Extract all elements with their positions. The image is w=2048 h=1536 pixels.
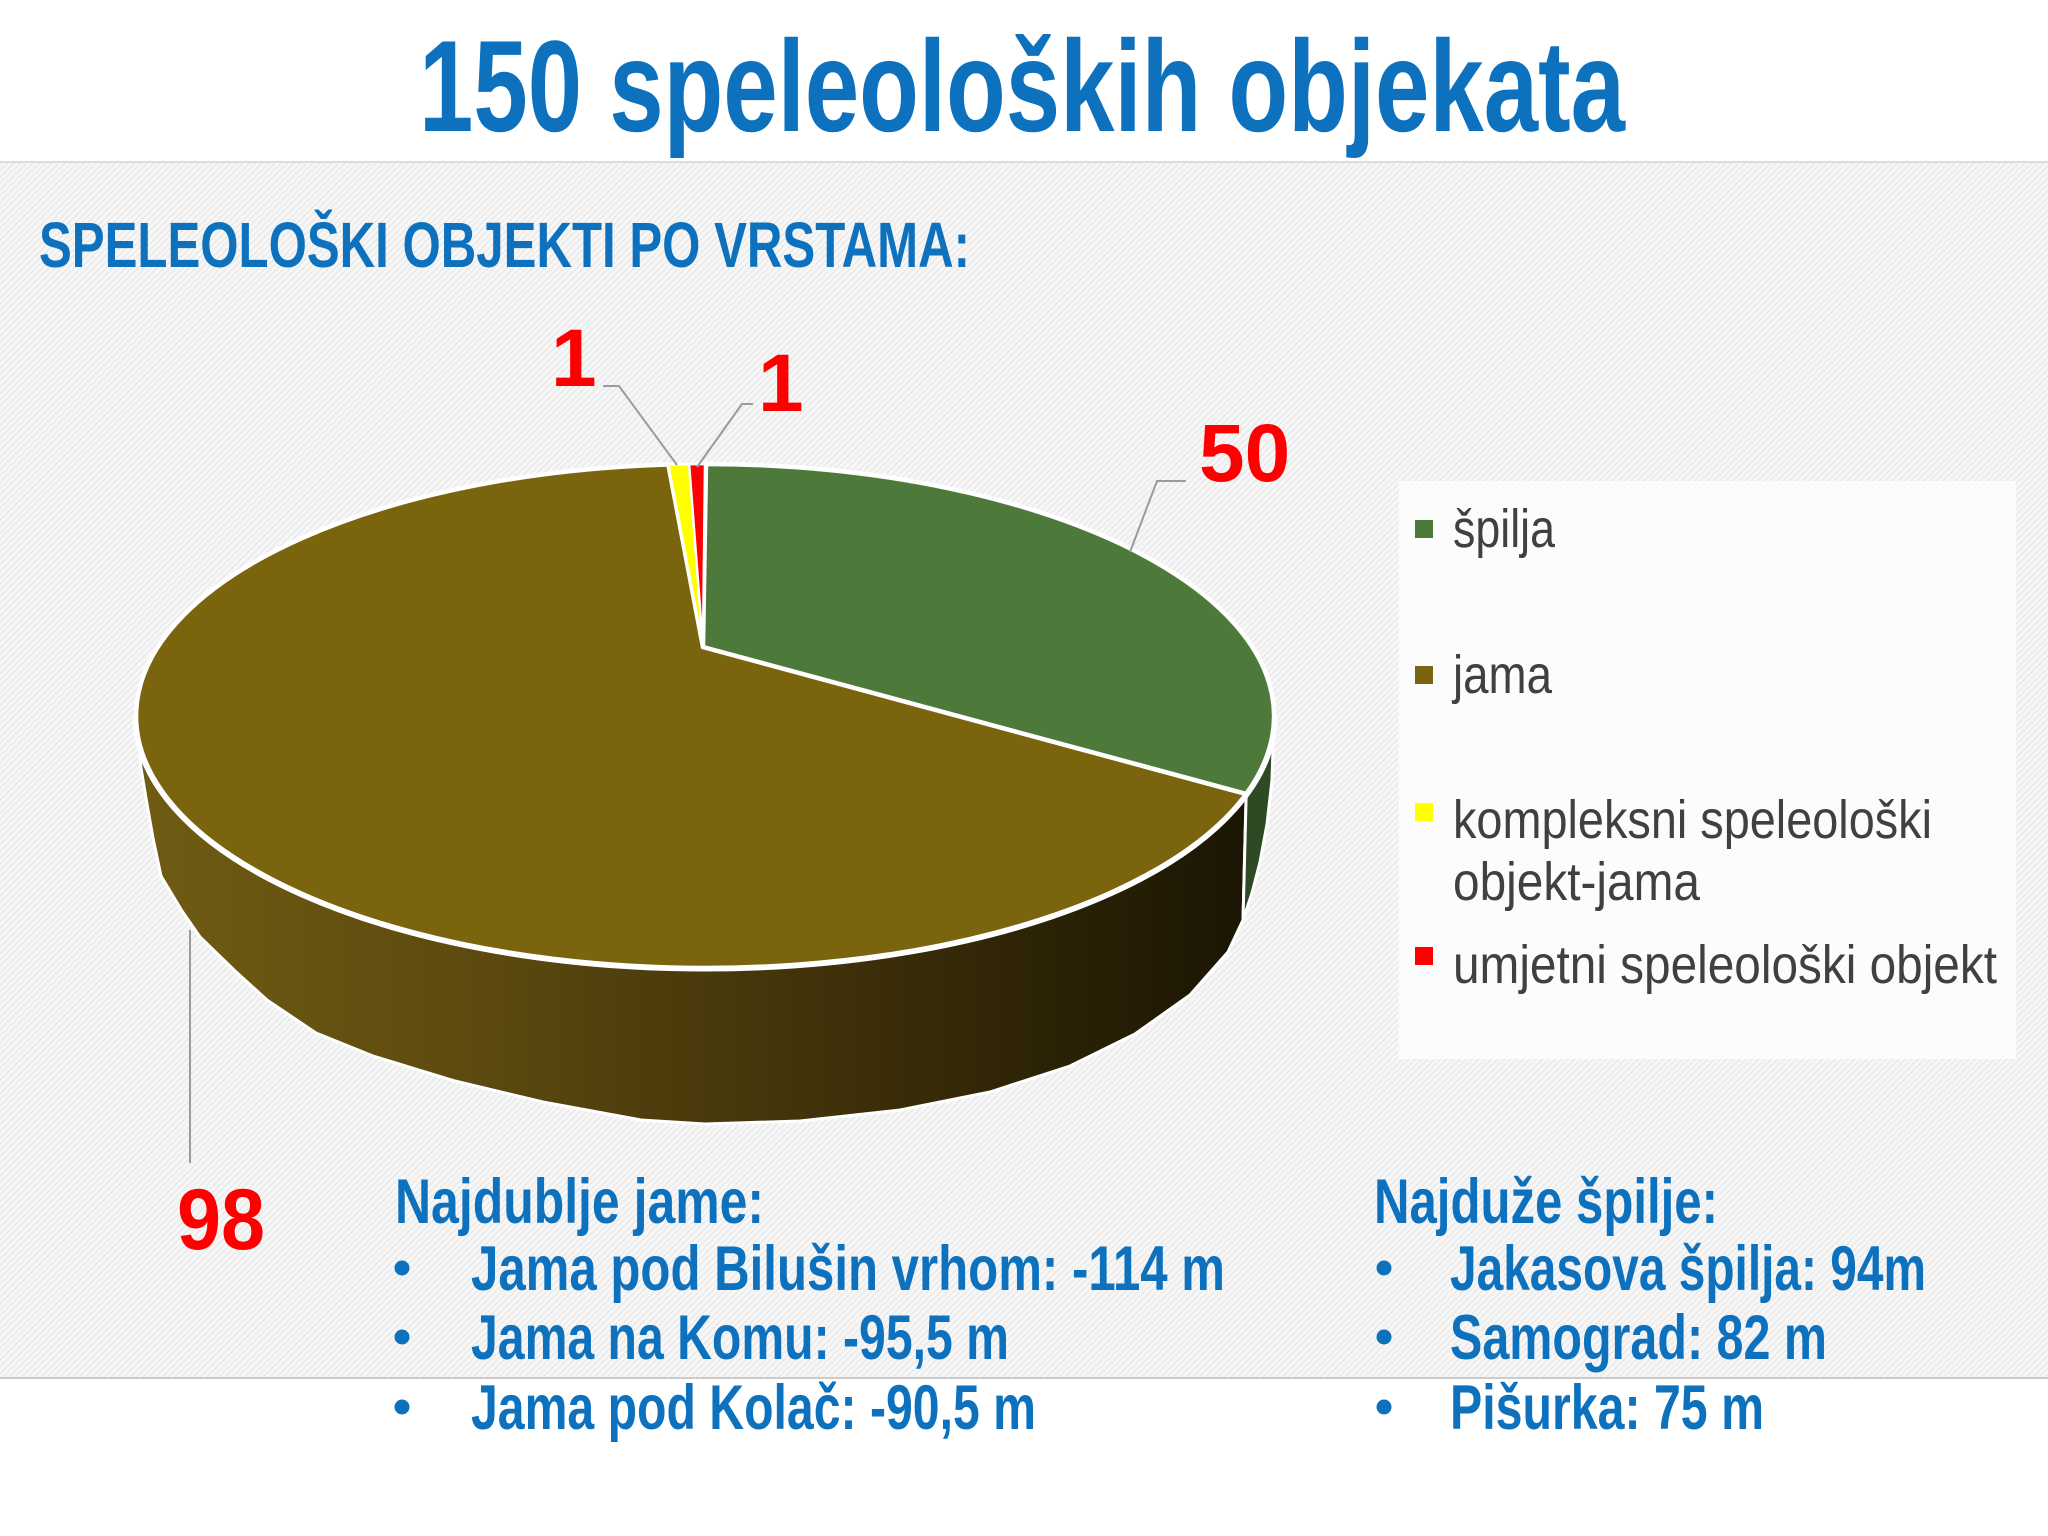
svg-text:Najduže špilje:: Najduže špilje: (1374, 1167, 1718, 1237)
svg-text:Jakasova špilja: 94m: Jakasova špilja: 94m (1450, 1234, 1926, 1304)
svg-text:Jama pod Kolač: -90,5 m: Jama pod Kolač: -90,5 m (471, 1373, 1036, 1443)
svg-text:špilja: špilja (1453, 499, 1556, 559)
svg-text:150 speleoloških objekata: 150 speleoloških objekata (419, 13, 1626, 159)
svg-text:objekt-jama: objekt-jama (1453, 852, 1701, 912)
svg-text:1: 1 (758, 338, 804, 429)
svg-text:SPELEOLOŠKI OBJEKTI PO VRSTAMA: SPELEOLOŠKI OBJEKTI PO VRSTAMA: (39, 208, 970, 281)
svg-text:1: 1 (551, 313, 597, 404)
svg-text:98: 98 (177, 1172, 265, 1268)
svg-text:kompleksni speleološki: kompleksni speleološki (1453, 790, 1932, 850)
svg-text:Jama na Komu: -95,5 m: Jama na Komu: -95,5 m (471, 1303, 1009, 1373)
svg-text:Najdublje jame:: Najdublje jame: (395, 1167, 764, 1237)
svg-text:jama: jama (1451, 645, 1553, 705)
svg-text:Jama pod Bilušin vrhom: -114 m: Jama pod Bilušin vrhom: -114 m (471, 1234, 1225, 1304)
svg-text:Pišurka: 75 m: Pišurka: 75 m (1450, 1373, 1764, 1443)
svg-text:Samograd: 82 m: Samograd: 82 m (1450, 1303, 1827, 1373)
svg-text:umjetni speleološki objekt: umjetni speleološki objekt (1453, 935, 1997, 995)
svg-text:50: 50 (1199, 408, 1290, 499)
